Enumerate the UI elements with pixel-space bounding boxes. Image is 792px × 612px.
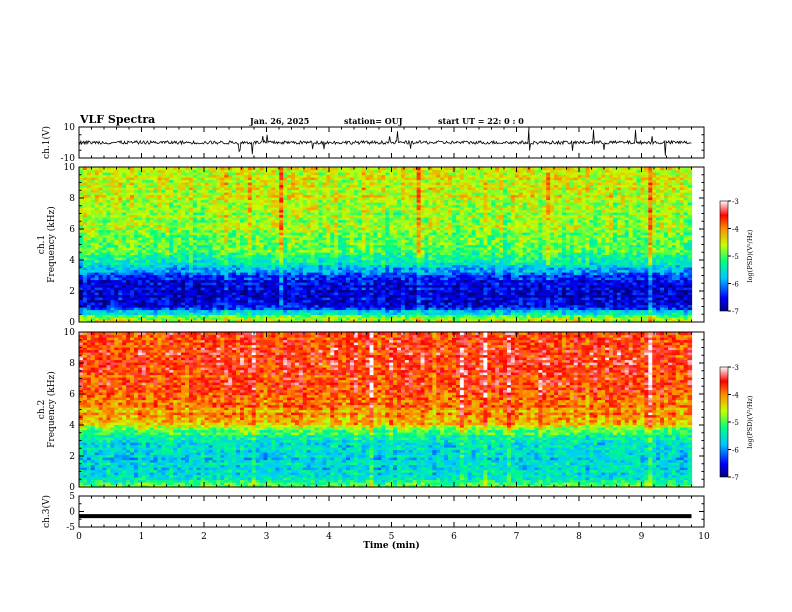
colorbar-tick-label: -7 (732, 308, 739, 316)
ylabel-ch3-waveform: ch.3(V) (41, 495, 52, 528)
ytick-label: 6 (69, 390, 75, 400)
xtick-label: 5 (389, 532, 395, 542)
ytick-label: 0 (69, 318, 75, 328)
xtick-label: 2 (201, 532, 207, 542)
xtick-label: 8 (576, 532, 582, 542)
ch1-waveform-line (78, 128, 692, 156)
ch2-spectrogram-heatmap (79, 332, 693, 488)
ytick-label: -5 (66, 523, 75, 533)
date-label: Jan. 26, 2025 (250, 116, 310, 126)
xtick-label: 0 (76, 532, 82, 542)
colorbar-tick-label: -3 (732, 364, 739, 372)
ytick-label: 6 (69, 225, 75, 235)
colorbar-tick-label: -6 (732, 281, 739, 289)
chart-title: VLF Spectra (80, 113, 156, 126)
station-label: station= OUJ (344, 116, 403, 126)
ytick-label: 0 (69, 483, 75, 493)
ch1-spectrogram-heatmap (79, 167, 693, 323)
colorbar-tick-label: -6 (732, 447, 739, 455)
ylabel-ch1-spectrogram: Frequency (kHz) (46, 206, 57, 283)
colorbar-tick-label: -5 (732, 419, 739, 427)
ytick-label: 0 (69, 508, 75, 518)
ylabel-ch1-waveform: ch.1(V) (41, 126, 52, 159)
xaxis-label: Time (min) (363, 540, 420, 551)
ytick-label: 2 (69, 287, 75, 297)
colorbar-tick-label: -4 (732, 392, 739, 400)
ylabel-ch2-spectrogram: Frequency (kHz) (46, 371, 57, 448)
xtick-label: 10 (698, 532, 710, 542)
ytick-label: 4 (69, 421, 75, 431)
colorbar-label: log(PSD)(V²/Hz) (746, 395, 754, 448)
ytick-label: 4 (69, 256, 75, 266)
colorbar-tick-label: -7 (732, 474, 739, 482)
ytick-label: 10 (64, 163, 76, 173)
colorbar-tick-label: -5 (732, 253, 739, 261)
ytick-label: 8 (69, 359, 75, 369)
start-time-label: start UT = 22: 0 : 0 (438, 116, 524, 126)
ylabel-ch1-spectrogram: ch.1 (37, 235, 47, 254)
ytick-label: 5 (69, 492, 75, 502)
ytick-label: 10 (64, 328, 76, 338)
colorbar-1 (719, 200, 729, 312)
colorbar-2 (719, 366, 729, 478)
xtick-label: 1 (139, 532, 145, 542)
ytick-label: 2 (69, 452, 75, 462)
xtick-label: 4 (326, 532, 332, 542)
colorbar-tick-label: -4 (732, 226, 739, 234)
ylabel-ch2-spectrogram: ch.2 (37, 400, 47, 419)
xtick-label: 7 (514, 532, 520, 542)
xtick-label: 3 (264, 532, 270, 542)
xtick-label: 6 (451, 532, 457, 542)
ytick-label: -10 (61, 154, 76, 164)
ytick-label: 8 (69, 194, 75, 204)
colorbar-label: log(PSD)(V²/Hz) (746, 229, 754, 282)
xtick-label: 9 (639, 532, 645, 542)
colorbar-tick-label: -3 (732, 198, 739, 206)
ytick-label: 10 (64, 123, 76, 133)
